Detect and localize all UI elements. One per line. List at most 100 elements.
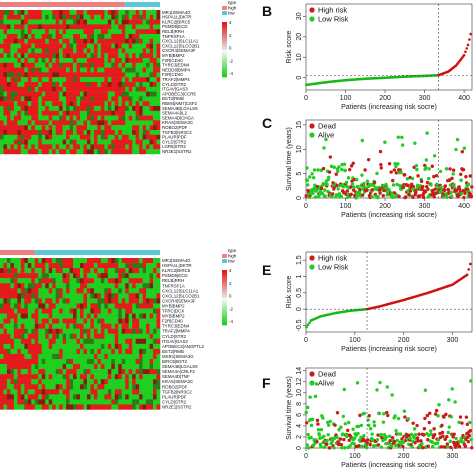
heatmap-cell bbox=[86, 404, 91, 410]
heatmap-cell bbox=[17, 34, 22, 39]
heatmap-cell bbox=[41, 328, 46, 334]
heatmap-cell bbox=[153, 288, 157, 294]
heatmap-cell bbox=[107, 101, 112, 107]
heatmap-cell bbox=[17, 278, 22, 284]
heatmap-cell bbox=[41, 139, 46, 145]
heatmap-cell bbox=[121, 14, 126, 20]
heatmap-cell bbox=[38, 86, 43, 92]
survival-point-alive bbox=[339, 194, 344, 198]
heatmap-cell bbox=[156, 348, 161, 355]
heatmap-cell bbox=[80, 72, 84, 78]
heatmap-cell bbox=[55, 96, 60, 102]
heatmap-cell bbox=[10, 278, 15, 284]
heatmap-cell bbox=[153, 278, 157, 284]
survival-point-dead bbox=[397, 194, 401, 199]
heatmap-cell bbox=[34, 106, 39, 111]
heatmap-cell bbox=[121, 120, 126, 126]
heatmap-cell bbox=[24, 348, 29, 355]
heatmap-cell bbox=[6, 394, 11, 400]
heatmap-cell bbox=[38, 91, 43, 97]
heatmap-cell bbox=[52, 134, 56, 140]
heatmap-cell bbox=[34, 384, 39, 390]
heatmap-cell bbox=[27, 359, 32, 365]
heatmap-cell bbox=[73, 24, 77, 30]
heatmap-cell bbox=[3, 144, 8, 150]
heatmap-cell bbox=[128, 149, 133, 155]
heatmap-cell bbox=[111, 115, 116, 121]
heatmap-cell bbox=[93, 268, 98, 274]
heatmap-cell bbox=[90, 399, 95, 405]
gene-label: TYRC3|EDN4 bbox=[162, 324, 190, 329]
heatmap-cell bbox=[125, 323, 129, 329]
heatmap-cell bbox=[41, 343, 46, 350]
heatmap-cell bbox=[142, 96, 147, 102]
heatmap-cell bbox=[83, 67, 88, 73]
heatmap-cell bbox=[86, 48, 91, 54]
heatmap-cell bbox=[114, 106, 119, 111]
heatmap-cell bbox=[149, 10, 154, 15]
heatmap-cell bbox=[6, 110, 11, 116]
heatmap-cell bbox=[76, 125, 81, 131]
heatmap-cell bbox=[139, 343, 143, 350]
heatmap-cell bbox=[62, 313, 67, 319]
heatmap-cell bbox=[97, 115, 102, 121]
heatmap-cell bbox=[125, 283, 129, 289]
heatmap-cell bbox=[34, 86, 39, 92]
gene-label: ROBO2|PDF bbox=[162, 384, 188, 389]
heatmap-cell bbox=[31, 67, 36, 73]
heatmap-cell bbox=[62, 263, 67, 269]
heatmap-cell bbox=[73, 110, 77, 116]
survival-point-alive bbox=[317, 193, 321, 198]
heatmap-cell bbox=[55, 293, 60, 299]
heatmap-cell bbox=[3, 404, 8, 410]
heatmap-cell bbox=[48, 263, 53, 269]
heatmap-cell bbox=[125, 58, 129, 63]
heatmap-cell bbox=[121, 125, 126, 131]
heatmap-cell bbox=[38, 313, 43, 319]
survival-point-alive bbox=[344, 180, 349, 185]
heatmap-cell bbox=[13, 24, 18, 30]
heatmap-cell bbox=[10, 120, 15, 126]
heatmap-cell bbox=[0, 353, 4, 360]
heatmap-cell bbox=[121, 91, 126, 97]
heatmap-cell bbox=[135, 29, 140, 35]
heatmap-cell bbox=[13, 389, 18, 395]
heatmap-cell bbox=[41, 48, 46, 54]
heatmap-cell bbox=[118, 53, 123, 59]
heatmap-cell bbox=[114, 72, 119, 78]
heatmap-cell bbox=[86, 343, 91, 350]
heatmap-cell bbox=[149, 91, 154, 97]
heatmap-cell bbox=[146, 110, 150, 116]
heatmap-cell bbox=[132, 318, 136, 324]
survival-point-alive bbox=[305, 178, 310, 183]
survival-point-alive bbox=[322, 146, 326, 150]
heatmap-cell bbox=[52, 82, 56, 87]
heatmap-cell bbox=[146, 364, 150, 370]
heatmap-cell bbox=[111, 43, 116, 49]
heatmap-cell bbox=[13, 43, 18, 49]
heatmap-cell bbox=[31, 120, 36, 126]
heatmap-cell bbox=[111, 258, 116, 264]
survival-point-alive bbox=[379, 445, 384, 449]
heatmap-cell bbox=[125, 374, 129, 380]
heatmap-cell bbox=[104, 384, 109, 390]
heatmap-cell bbox=[20, 278, 25, 284]
heatmap-cell bbox=[125, 343, 129, 350]
survival-point-dead bbox=[316, 422, 320, 426]
heatmap-cell bbox=[80, 364, 84, 370]
heatmap-cell bbox=[45, 273, 49, 279]
heatmap-cell bbox=[83, 263, 88, 269]
color-scale-step bbox=[222, 57, 227, 61]
heatmap-cell bbox=[10, 389, 15, 395]
heatmap-cell bbox=[62, 53, 67, 59]
heatmap-cell bbox=[66, 364, 70, 370]
survival-point-dead bbox=[305, 421, 309, 425]
heatmap-cell bbox=[0, 268, 4, 274]
heatmap-cell bbox=[73, 149, 77, 155]
heatmap-cell bbox=[17, 333, 22, 339]
gene-label: ROBO2|PDF bbox=[162, 125, 188, 130]
survival-point-alive bbox=[396, 416, 401, 421]
heatmap-cell bbox=[104, 273, 109, 279]
heatmap-cell bbox=[66, 323, 70, 329]
